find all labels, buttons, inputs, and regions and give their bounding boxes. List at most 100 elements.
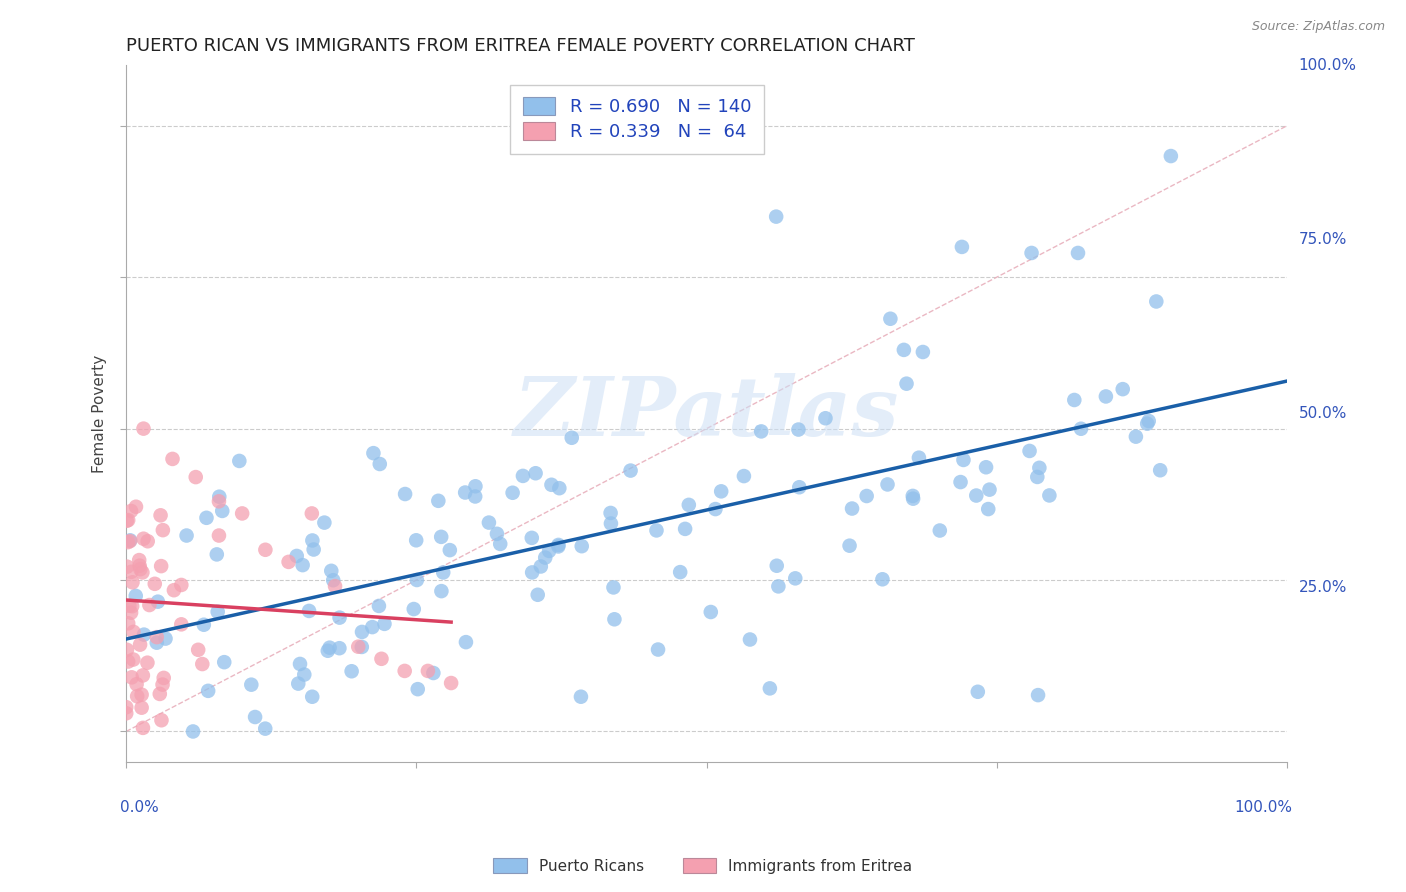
Point — [367, 599, 389, 613]
Point — [759, 681, 782, 696]
Point — [710, 484, 733, 499]
Point — [520, 566, 543, 580]
Point — [1125, 430, 1147, 444]
Point — [197, 683, 219, 698]
Point — [361, 620, 384, 634]
Point — [117, 616, 139, 631]
Point — [1028, 460, 1050, 475]
Point — [530, 559, 553, 574]
Point — [600, 516, 623, 531]
Point — [122, 652, 145, 666]
Point — [733, 469, 755, 483]
Point — [115, 643, 138, 657]
Point — [121, 599, 143, 614]
Point — [207, 605, 229, 619]
Point — [394, 664, 416, 678]
Point — [287, 676, 309, 690]
Point — [406, 682, 429, 697]
Point — [121, 575, 143, 590]
Point — [322, 573, 344, 587]
Point — [876, 477, 898, 491]
Point — [162, 451, 184, 466]
Point — [125, 677, 148, 691]
Point — [117, 535, 139, 549]
Point — [534, 550, 557, 565]
Point — [1038, 488, 1060, 502]
Point — [187, 642, 209, 657]
Point — [540, 477, 562, 491]
Point — [136, 534, 159, 549]
Point — [370, 652, 392, 666]
Point — [1026, 470, 1049, 484]
Point — [152, 677, 174, 691]
Text: 75.0%: 75.0% — [1299, 232, 1347, 247]
Point — [1021, 246, 1043, 260]
Point — [901, 491, 924, 506]
Text: ZIPatlas: ZIPatlas — [513, 374, 900, 453]
Text: 50.0%: 50.0% — [1299, 406, 1347, 421]
Point — [191, 657, 214, 671]
Point — [977, 502, 1000, 516]
Point — [454, 485, 477, 500]
Point — [502, 485, 524, 500]
Point — [901, 489, 924, 503]
Point — [285, 549, 308, 563]
Point — [121, 670, 143, 684]
Point — [115, 706, 138, 721]
Point — [602, 581, 624, 595]
Point — [145, 635, 167, 649]
Point — [129, 638, 152, 652]
Point — [128, 553, 150, 567]
Point — [908, 450, 931, 465]
Point — [350, 640, 373, 654]
Point — [122, 624, 145, 639]
Point — [328, 641, 350, 656]
Legend: Puerto Ricans, Immigrants from Eritrea: Puerto Ricans, Immigrants from Eritrea — [488, 852, 918, 880]
Point — [136, 656, 159, 670]
Point — [965, 489, 987, 503]
Point — [254, 722, 277, 736]
Point — [292, 667, 315, 681]
Point — [228, 454, 250, 468]
Point — [132, 721, 155, 735]
Point — [301, 533, 323, 548]
Text: 100.0%: 100.0% — [1234, 800, 1292, 815]
Point — [432, 566, 454, 580]
Text: Source: ZipAtlas.com: Source: ZipAtlas.com — [1251, 20, 1385, 33]
Point — [170, 578, 193, 592]
Point — [1160, 149, 1182, 163]
Point — [163, 583, 186, 598]
Point — [749, 425, 772, 439]
Point — [430, 530, 453, 544]
Point — [619, 464, 641, 478]
Point — [1144, 294, 1167, 309]
Point — [402, 602, 425, 616]
Point — [512, 469, 534, 483]
Point — [464, 490, 486, 504]
Point — [454, 635, 477, 649]
Point — [181, 724, 204, 739]
Point — [569, 690, 592, 704]
Point — [176, 528, 198, 542]
Point — [478, 516, 501, 530]
Point — [928, 524, 950, 538]
Point — [949, 475, 972, 489]
Point — [548, 481, 571, 495]
Point — [240, 678, 263, 692]
Text: PUERTO RICAN VS IMMIGRANTS FROM ERITREA FEMALE POVERTY CORRELATION CHART: PUERTO RICAN VS IMMIGRANTS FROM ERITREA … — [127, 37, 915, 55]
Point — [787, 423, 810, 437]
Point — [489, 537, 512, 551]
Point — [195, 511, 218, 525]
Point — [152, 671, 174, 685]
Point — [149, 687, 172, 701]
Point — [669, 565, 692, 579]
Point — [787, 480, 810, 494]
Text: 25.0%: 25.0% — [1299, 580, 1347, 595]
Point — [966, 685, 988, 699]
Point — [363, 446, 385, 460]
Point — [765, 210, 787, 224]
Point — [155, 632, 177, 646]
Text: 100.0%: 100.0% — [1299, 58, 1357, 72]
Point — [405, 533, 427, 548]
Y-axis label: Female Poverty: Female Poverty — [93, 354, 107, 473]
